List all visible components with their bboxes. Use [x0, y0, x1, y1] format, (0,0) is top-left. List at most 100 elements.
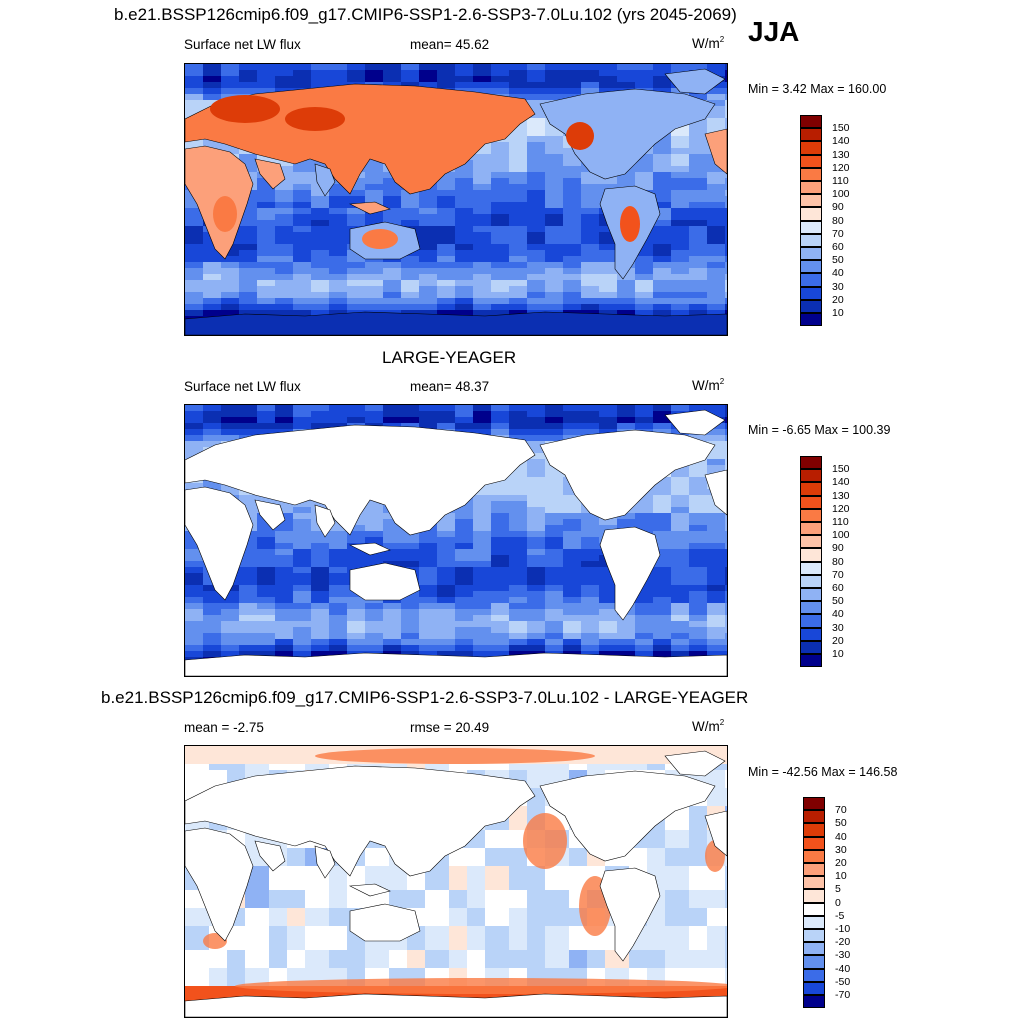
- continent: [185, 827, 254, 942]
- panel1-units: W/m2: [692, 35, 725, 51]
- colorbar-swatch: [803, 942, 825, 956]
- colorbar-tick-label: 30: [832, 621, 844, 634]
- colorbar-swatch: [800, 286, 822, 300]
- panel1-mean-label: mean= 45.62: [410, 37, 490, 52]
- continent: [185, 993, 727, 1017]
- panel1-minmax: Min = 3.42 Max = 160.00: [748, 82, 887, 96]
- colorbar-swatch: [800, 167, 822, 181]
- colorbar-tick-label: 110: [832, 516, 849, 528]
- continent: [349, 562, 421, 601]
- colorbar-swatch: [800, 456, 822, 470]
- colorbar-swatch: [803, 849, 825, 863]
- panel3-map: [184, 745, 728, 1018]
- colorbar-tick-label: 80: [832, 214, 844, 227]
- panel3-units: W/m2: [692, 718, 725, 734]
- colorbar-swatch: [803, 929, 825, 943]
- continent: [314, 504, 336, 538]
- colorbar-tick-label: 80: [832, 555, 844, 568]
- colorbar-tick-label: 40: [832, 608, 844, 621]
- continent: [348, 883, 391, 897]
- colorbar-tick-label: 130: [832, 148, 850, 161]
- colorbar-swatch: [800, 141, 822, 155]
- colorbar-swatch: [803, 836, 825, 850]
- continent: [185, 765, 536, 877]
- panel3-minmax: Min = -42.56 Max = 146.58: [748, 765, 898, 779]
- colorbar-tick-label: 40: [832, 267, 844, 280]
- colorbar-swatch: [803, 810, 825, 824]
- colorbar-tick-label: 50: [835, 817, 847, 830]
- colorbar-swatch: [800, 154, 822, 168]
- panel3-colorbar: 70 50 40 30 20 10 5 0 -5 -10 -20 -30 -40 -50 -70: [803, 797, 883, 1009]
- colorbar-swatch: [800, 207, 822, 221]
- colorbar-tick-label: 50: [832, 595, 844, 608]
- colorbar-swatch: [800, 574, 822, 588]
- colorbar-swatch: [803, 981, 825, 995]
- colorbar-tick-label: 5: [835, 883, 841, 896]
- colorbar-swatch: [800, 247, 822, 261]
- colorbar-tick-label: 150: [832, 122, 850, 135]
- colorbar-swatch: [800, 614, 822, 628]
- colorbar-tick-label: 10: [832, 307, 844, 319]
- continent: [348, 201, 391, 215]
- map-field: [185, 64, 727, 335]
- colorbar-swatch: [800, 627, 822, 641]
- continent: [539, 429, 716, 521]
- main-title: b.e21.BSSP126cmip6.f09_g17.CMIP6-SSP1-2.…: [114, 5, 737, 24]
- continent: [664, 68, 726, 95]
- colorbar-tick-label: 140: [832, 476, 850, 489]
- colorbar-tick-label: 50: [832, 254, 844, 267]
- colorbar-swatch: [800, 181, 822, 195]
- colorbar-swatch: [800, 273, 822, 287]
- colorbar-swatch: [803, 968, 825, 982]
- colorbar-swatch: [803, 995, 825, 1009]
- colorbar-swatch: [800, 482, 822, 496]
- colorbar-tick-label: -5: [835, 909, 845, 922]
- continent: [704, 469, 727, 516]
- colorbar-tick-label: 70: [832, 568, 844, 581]
- colorbar-swatch: [803, 889, 825, 903]
- colorbar-swatch: [800, 548, 822, 562]
- continent: [185, 486, 254, 601]
- colorbar-tick-label: 10: [832, 648, 844, 660]
- continent: [185, 652, 727, 676]
- panel1-map: [184, 63, 728, 336]
- colorbar-swatch: [800, 128, 822, 142]
- panel3-rmse-label: rmse = 20.49: [410, 720, 490, 735]
- panel2-units: W/m2: [692, 377, 725, 393]
- continent: [254, 499, 286, 531]
- colorbar-tick-label: 90: [832, 201, 844, 214]
- colorbar-swatch: [800, 495, 822, 509]
- continent: [664, 409, 726, 436]
- colorbar-tick-label: 40: [835, 830, 847, 843]
- colorbar-tick-label: 10: [835, 870, 847, 883]
- colorbar-tick-label: 70: [835, 804, 847, 817]
- colorbar-tick-label: 110: [832, 175, 849, 187]
- colorbar-swatch: [803, 915, 825, 929]
- colorbar-tick-label: -40: [835, 962, 851, 975]
- colorbar-swatch: [800, 508, 822, 522]
- colorbar-tick-label: 60: [832, 582, 844, 594]
- colorbar-tick-label: 20: [832, 634, 844, 647]
- colorbar-swatch: [800, 194, 822, 208]
- panel3-mean-label: mean = -2.75: [184, 720, 264, 735]
- colorbar-swatch: [803, 876, 825, 890]
- colorbar-tick-label: 120: [832, 161, 850, 174]
- colorbar-tick-label: 30: [835, 843, 847, 856]
- colorbar-tick-label: 0: [835, 896, 841, 909]
- panel1-colorbar: 150 140 130 120 110 100 90 80 70 60 50 40 30 20 10: [800, 115, 880, 327]
- colorbar-swatch: [800, 233, 822, 247]
- colorbar-tick-label: -30: [835, 949, 851, 962]
- continent: [704, 128, 727, 175]
- panel2-colorbar: 150 140 130 120 110 100 90 80 70 60 50 40 30 20 10: [800, 456, 880, 668]
- continent: [348, 542, 391, 556]
- colorbar-swatch: [800, 640, 822, 654]
- colorbar-swatch: [800, 561, 822, 575]
- colorbar-swatch: [800, 260, 822, 274]
- panel2-mean-label: mean= 48.37: [410, 379, 490, 394]
- map-field: [185, 405, 727, 676]
- continent: [314, 845, 336, 879]
- colorbar-tick-label: -70: [835, 989, 851, 1001]
- colorbar-swatch: [800, 313, 822, 327]
- continent: [314, 163, 336, 197]
- colorbar-tick-label: 100: [832, 529, 850, 542]
